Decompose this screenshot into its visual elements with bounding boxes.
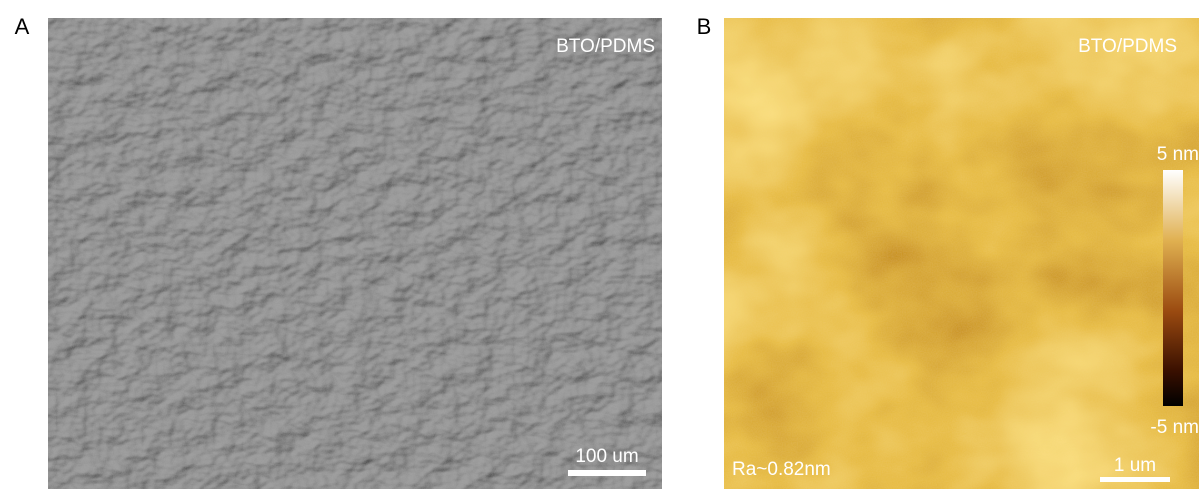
panel-label: B (697, 14, 712, 39)
scale-bar (1100, 477, 1170, 482)
colorbar-min-label: -5 nm (1150, 417, 1199, 438)
panel-title: BTO/PDMS (556, 36, 655, 57)
afm-texture (724, 18, 1199, 489)
annotation: Ra~0.82nm (732, 459, 831, 480)
panel-label: A (15, 14, 30, 39)
scale-bar-label: 1 um (1114, 455, 1156, 476)
sem-texture (48, 18, 662, 489)
colorbar-max-label: 5 nm (1157, 144, 1199, 165)
panel-title: BTO/PDMS (1078, 36, 1177, 57)
scale-bar-label: 100 um (575, 446, 638, 467)
colorbar (1163, 170, 1183, 406)
figure: A BTO/PDMS 100 um B BTO/PDMS 5 nm -5 nm … (0, 0, 1199, 489)
scale-bar (568, 470, 646, 476)
